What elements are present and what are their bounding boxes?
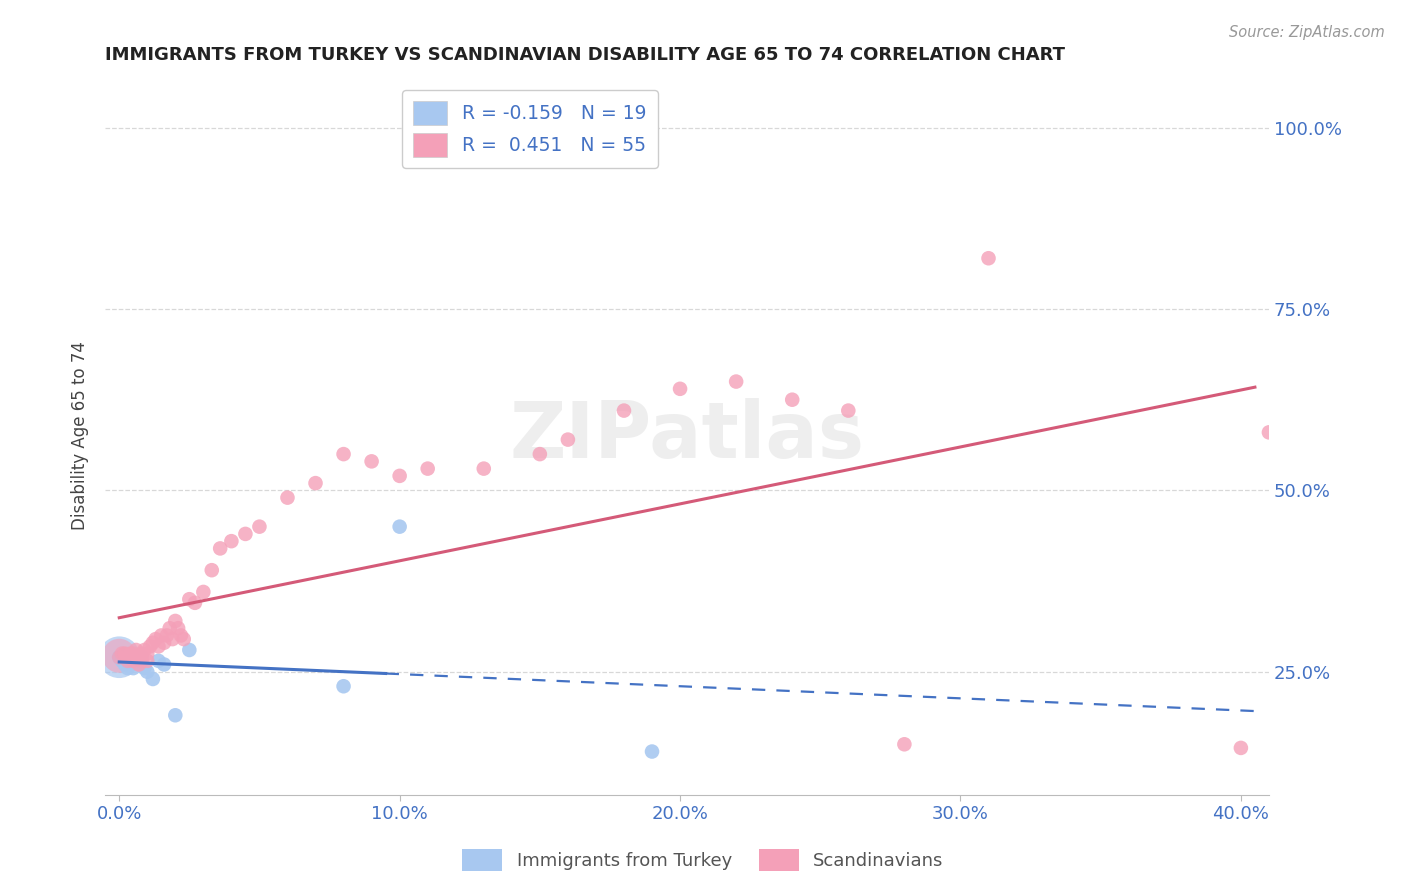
Point (725, 375, 748, 389)
Point (142, 636, 165, 650)
Point (134, 643, 156, 657)
Point (472, 461, 495, 475)
Point (136, 665, 159, 679)
Point (131, 650, 153, 665)
Point (136, 647, 159, 661)
Point (388, 468, 411, 483)
Point (360, 454, 382, 468)
Point (837, 403, 859, 417)
Point (304, 476, 326, 491)
Legend: R = -0.159   N = 19, R =  0.451   N = 55: R = -0.159 N = 19, R = 0.451 N = 55 (402, 90, 658, 168)
Point (128, 657, 150, 672)
Point (108, 648, 131, 663)
Text: ZIPatlas: ZIPatlas (509, 398, 865, 474)
Point (1230, 740, 1253, 755)
Point (209, 541, 232, 556)
Point (153, 657, 176, 672)
Point (145, 632, 167, 646)
Point (148, 640, 170, 654)
Point (122, 654, 145, 668)
Point (235, 527, 257, 541)
Point (249, 519, 271, 533)
Point (159, 621, 181, 635)
Point (114, 647, 136, 661)
Point (108, 650, 131, 665)
Point (128, 657, 150, 672)
Point (125, 654, 148, 668)
Point (557, 433, 579, 447)
Point (120, 650, 142, 665)
Point (156, 628, 179, 642)
Point (416, 461, 439, 475)
Point (893, 737, 915, 751)
Point (641, 745, 664, 759)
Point (120, 647, 142, 661)
Point (148, 654, 170, 668)
Point (131, 654, 153, 668)
Text: Source: ZipAtlas.com: Source: ZipAtlas.com (1229, 25, 1385, 40)
Point (613, 403, 636, 417)
Point (131, 647, 153, 661)
Y-axis label: Disability Age 65 to 74: Disability Age 65 to 74 (72, 342, 89, 531)
Point (134, 661, 156, 675)
Point (122, 661, 145, 675)
Point (114, 657, 136, 672)
Point (108, 650, 131, 665)
Point (111, 654, 134, 668)
Point (136, 654, 159, 668)
Point (173, 632, 195, 646)
Text: IMMIGRANTS FROM TURKEY VS SCANDINAVIAN DISABILITY AGE 65 TO 74 CORRELATION CHART: IMMIGRANTS FROM TURKEY VS SCANDINAVIAN D… (105, 46, 1066, 64)
Point (125, 643, 148, 657)
Point (780, 392, 803, 407)
Point (184, 596, 207, 610)
Legend: Immigrants from Turkey, Scandinavians: Immigrants from Turkey, Scandinavians (456, 842, 950, 879)
Point (117, 654, 139, 668)
Point (201, 563, 224, 577)
Point (139, 640, 162, 654)
Point (142, 672, 165, 686)
Point (221, 534, 243, 549)
Point (179, 592, 201, 607)
Point (170, 628, 193, 642)
Point (117, 661, 139, 675)
Point (122, 647, 145, 661)
Point (111, 647, 134, 661)
Point (977, 252, 1000, 266)
Point (167, 621, 190, 635)
Point (128, 650, 150, 665)
Point (332, 679, 354, 693)
Point (179, 643, 201, 657)
Point (153, 636, 176, 650)
Point (193, 585, 215, 599)
Point (120, 657, 142, 672)
Point (388, 519, 411, 533)
Point (669, 382, 692, 396)
Point (332, 447, 354, 461)
Point (165, 614, 187, 628)
Point (150, 628, 173, 642)
Point (1258, 425, 1281, 440)
Point (276, 491, 298, 505)
Point (165, 708, 187, 723)
Point (529, 447, 551, 461)
Point (162, 632, 184, 646)
Point (108, 650, 131, 665)
